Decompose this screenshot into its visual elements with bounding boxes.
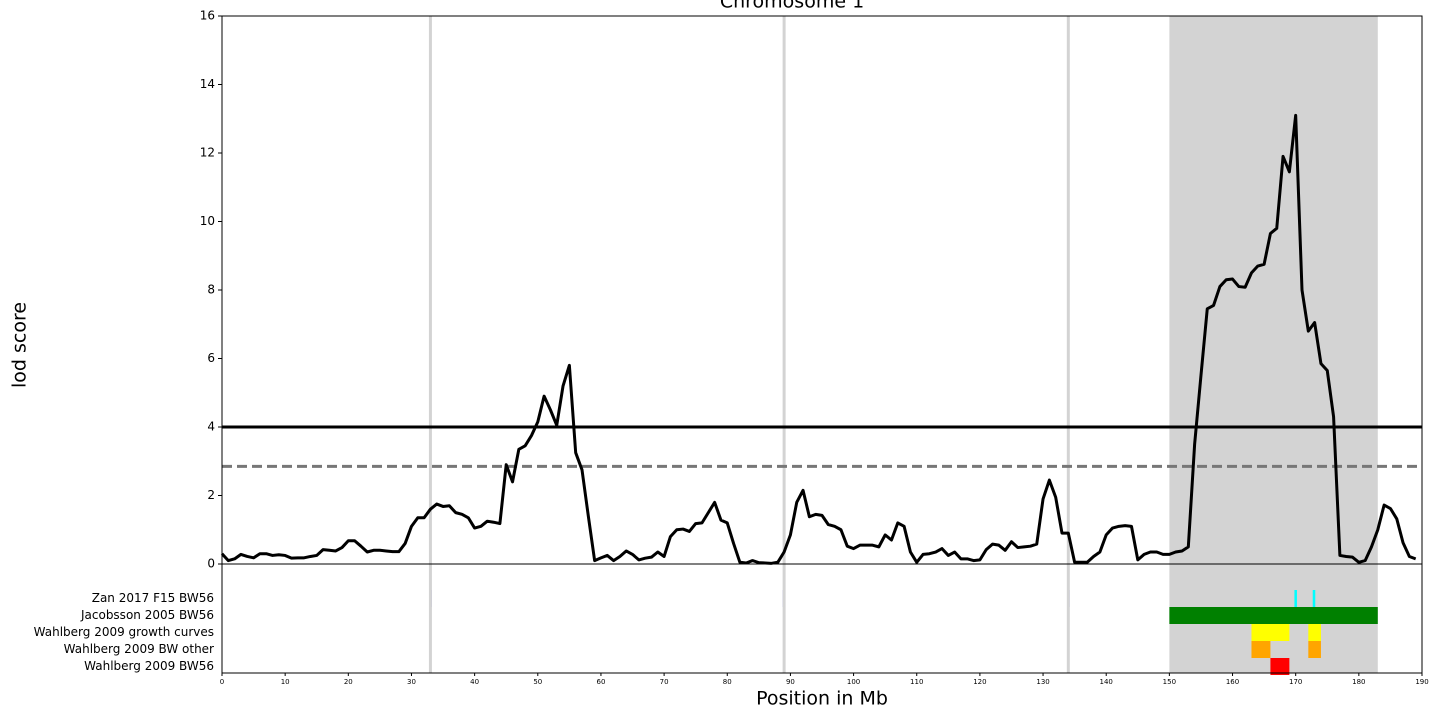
x-tick-label: 120: [973, 678, 986, 686]
y-tick-label: 4: [207, 420, 215, 434]
x-tick-label: 20: [344, 678, 353, 686]
track-segment: [1270, 658, 1290, 675]
track-label: Wahlberg 2009 growth curves: [34, 625, 214, 639]
x-tick-label: 50: [533, 678, 542, 686]
track-segment: [1251, 641, 1271, 658]
x-tick-label: 100: [847, 678, 860, 686]
y-tick-label: 14: [200, 77, 215, 91]
shaded-region: [1169, 16, 1378, 673]
track-segment: [1251, 624, 1290, 641]
x-tick-label: 150: [1163, 678, 1176, 686]
track-frame: [221, 563, 1423, 674]
track-label: Zan 2017 F15 BW56: [92, 591, 214, 605]
y-tick-label: 8: [207, 283, 215, 297]
x-tick-label: 30: [407, 678, 416, 686]
x-tick-label: 0: [220, 678, 224, 686]
y-tick-label: 10: [200, 214, 215, 228]
x-tick-label: 140: [1100, 678, 1113, 686]
track-segment: [1294, 590, 1297, 607]
track-segment: [1169, 607, 1378, 624]
x-tick-label: 70: [660, 678, 669, 686]
lod-line: [220, 113, 1417, 565]
track-segment: [1308, 624, 1321, 641]
x-tick-label: 190: [1415, 678, 1428, 686]
y-tick-label: 12: [200, 146, 215, 160]
chart-title: Chromosome 1: [720, 0, 864, 13]
y-tick-label: 0: [207, 557, 215, 571]
track-label: Jacobsson 2005 BW56: [80, 608, 214, 622]
x-tick-label: 180: [1352, 678, 1365, 686]
track-segment: [1308, 641, 1321, 658]
x-axis-label: Position in Mb: [756, 688, 888, 710]
track-segment: [1312, 590, 1316, 607]
y-tick-label: 16: [200, 9, 215, 23]
x-tick-label: 90: [786, 678, 795, 686]
x-tick-label: 110: [910, 678, 923, 686]
x-tick-label: 160: [1226, 678, 1239, 686]
x-tick-label: 170: [1289, 678, 1302, 686]
x-tick-label: 130: [1036, 678, 1049, 686]
track-label: Wahlberg 2009 BW56: [84, 659, 214, 673]
x-tick-label: 40: [470, 678, 479, 686]
y-tick-label: 6: [207, 351, 215, 365]
x-tick-label: 60: [596, 678, 605, 686]
track-label: Wahlberg 2009 BW other: [64, 642, 214, 656]
x-tick-label: 80: [723, 678, 732, 686]
y-axis-label: lod score: [9, 302, 31, 388]
y-tick-label: 2: [207, 488, 215, 502]
x-tick-label: 10: [281, 678, 290, 686]
